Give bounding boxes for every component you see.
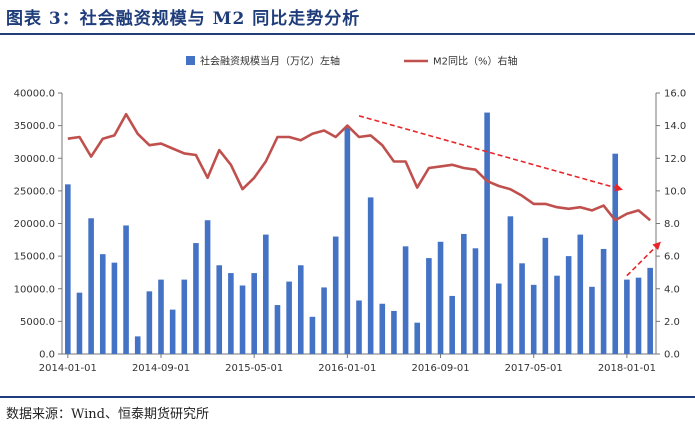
left-tick-label: 15000.0: [14, 252, 55, 263]
bar: [216, 265, 223, 354]
m2-line: [67, 112, 652, 222]
right-tick-label: 12.0: [664, 154, 686, 165]
bar: [169, 309, 176, 354]
bar: [542, 237, 549, 354]
annotations: [358, 115, 661, 277]
bar: [309, 316, 316, 354]
x-tick-label: 2016-09-01: [411, 363, 469, 374]
legend-line-label: M2同比（%）右轴: [433, 55, 518, 68]
bar: [146, 291, 153, 354]
right-tick-label: 4.0: [664, 284, 680, 295]
bar: [402, 246, 409, 354]
title-rule: [0, 33, 695, 35]
bar: [297, 265, 304, 354]
bar: [158, 279, 164, 354]
bar: [507, 216, 514, 354]
x-tick-label: 2015-05-01: [225, 363, 283, 374]
legend-bar-label: 社会融资规模当月（万亿）左轴: [200, 55, 340, 68]
bar: [286, 281, 292, 354]
legend: 社会融资规模当月（万亿）左轴 M2同比（%）右轴: [186, 55, 518, 68]
bar: [472, 248, 479, 354]
bar: [565, 256, 572, 354]
footer-rule: [0, 396, 695, 398]
bar: [123, 225, 129, 354]
left-tick-label: 5000.0: [20, 317, 55, 328]
bar: [414, 322, 421, 354]
bar: [554, 275, 560, 354]
bar: [321, 287, 327, 354]
trend-arrow: [626, 241, 661, 277]
bar: [461, 233, 467, 354]
left-tick-label: 0.0: [39, 350, 55, 361]
bar: [530, 284, 537, 354]
right-tick-label: 0.0: [664, 350, 680, 361]
bar: [332, 236, 339, 354]
trend-arrow: [358, 115, 623, 192]
chart-title: 图表 3：社会融资规模与 M2 同比走势分析: [6, 9, 361, 29]
bar: [76, 292, 83, 354]
bar: [624, 279, 630, 354]
bar: [495, 283, 502, 354]
left-tick-label: 10000.0: [14, 284, 55, 295]
x-tick-label: 2016-01-01: [318, 363, 376, 374]
bar: [181, 279, 188, 354]
bar: [274, 305, 281, 354]
bar: [251, 273, 257, 354]
right-tick-label: 14.0: [664, 121, 686, 132]
bar: [65, 184, 71, 354]
bar: [449, 295, 455, 354]
left-tick-label: 30000.0: [14, 154, 55, 165]
bar: [612, 153, 619, 354]
bar: [589, 286, 595, 354]
bar: [228, 273, 234, 354]
bar: [344, 127, 351, 355]
bar: [391, 310, 397, 354]
right-tick-label: 6.0: [664, 252, 680, 263]
left-tick-label: 40000.0: [14, 89, 55, 100]
x-tick-label: 2014-09-01: [132, 363, 190, 374]
right-tick-label: 8.0: [664, 219, 680, 230]
bar: [577, 234, 584, 354]
legend-bar-swatch: [186, 56, 195, 65]
bar: [263, 234, 269, 354]
bar: [239, 285, 246, 354]
x-tick-label: 2014-01-01: [39, 363, 97, 374]
bar: [426, 258, 432, 354]
bar: [635, 277, 642, 354]
bar: [647, 267, 653, 354]
left-tick-label: 35000.0: [14, 121, 55, 132]
bar: [204, 220, 211, 354]
bar: [88, 218, 94, 354]
bar: [437, 241, 444, 354]
bar: [99, 254, 106, 354]
bar: [379, 303, 386, 354]
x-tick-label: 2018-01-01: [598, 363, 656, 374]
left-tick-label: 25000.0: [14, 186, 55, 197]
bar: [600, 248, 607, 354]
right-tick-label: 16.0: [664, 89, 686, 100]
x-tick-label: 2017-05-01: [505, 363, 563, 374]
right-tick-label: 2.0: [664, 317, 680, 328]
axes: 0.0 5000.0 10000.0 15000.0 20000.0 25000.0 300…: [14, 89, 687, 375]
bar: [193, 243, 199, 354]
bar: [111, 262, 118, 354]
bar: [134, 336, 141, 354]
bar-series: [65, 112, 653, 355]
line-series: [67, 112, 652, 222]
bar: [356, 300, 362, 354]
chart: 社会融资规模当月（万亿）左轴 M2同比（%）右轴 0.0 5000.0 10000.0…: [14, 55, 687, 375]
source-note: 数据来源：Wind、恒泰期货研究所: [6, 407, 209, 422]
right-tick-label: 10.0: [664, 186, 686, 197]
bar: [367, 197, 374, 354]
bar: [484, 112, 490, 354]
left-tick-label: 20000.0: [14, 219, 55, 230]
bar: [519, 263, 525, 354]
